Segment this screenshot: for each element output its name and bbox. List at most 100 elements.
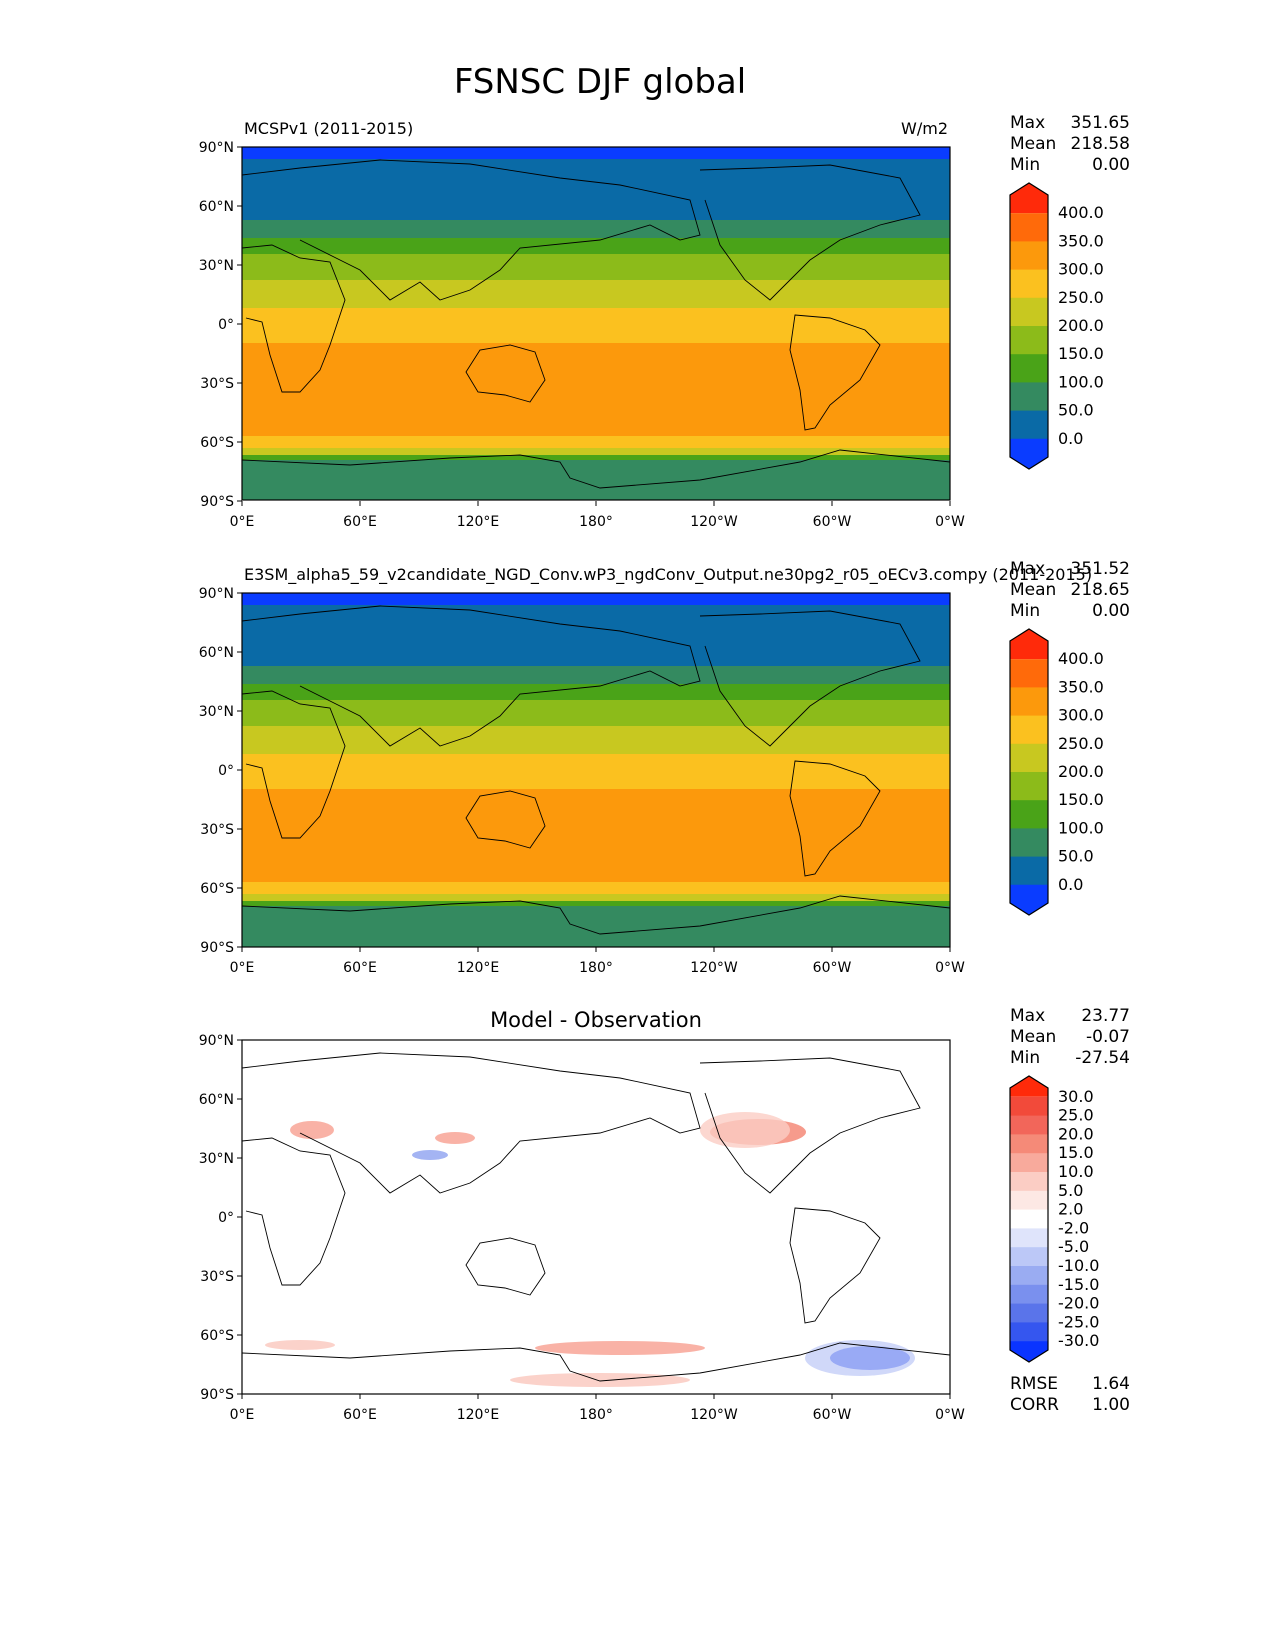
lat-tick-label: 90°N	[199, 586, 234, 602]
colorbar-label: -20.0	[1058, 1294, 1099, 1313]
colorbar-label: 50.0	[1058, 847, 1094, 866]
colorbar-label: 350.0	[1058, 677, 1104, 696]
colorbar-outline	[1009, 1075, 1049, 1363]
band-southern-olive	[242, 894, 950, 902]
stat-value: 351.52	[1071, 559, 1130, 579]
colorbar-swatch	[1010, 269, 1048, 299]
coast-eurasia	[242, 159, 701, 301]
lon-tick-label: 60°W	[813, 960, 852, 976]
colorbar-swatch	[1010, 1209, 1048, 1229]
colorbar-label: 250.0	[1058, 734, 1104, 753]
colorbar-outline	[1009, 182, 1049, 470]
lon-tick-label: 180°	[579, 960, 613, 976]
colorbar-swatch	[1010, 1172, 1048, 1192]
stat-value: 0.00	[1092, 601, 1130, 621]
diff-blob-northamerica-light	[700, 1112, 790, 1148]
band-highlat	[242, 604, 950, 666]
colorbar-swatch	[1010, 1096, 1048, 1117]
colorbar-swatch	[1010, 1115, 1048, 1135]
bottom-stats-diff: RMSE 1.64 CORR 1.00	[1010, 1374, 1130, 1415]
colorbar-label: 300.0	[1058, 706, 1104, 725]
colorbar-swatch	[1010, 687, 1048, 717]
diff-blob-asia-blue	[412, 1150, 448, 1160]
lat-tick-label: 60°N	[199, 645, 234, 661]
panel-reference: MCSPv1 (2011-2015) W/m2 90°N 60°N 30°N 0° 30…	[199, 113, 1130, 530]
colorbar-label: -25.0	[1058, 1312, 1099, 1331]
lon-tick-label: 0°W	[935, 1407, 965, 1423]
colorbar-label: -15.0	[1058, 1275, 1099, 1294]
colorbar-label: 0.0	[1058, 875, 1083, 894]
band-olive	[242, 278, 950, 308]
lon-tick-label: 0°E	[230, 514, 255, 530]
colorbar-swatch	[1010, 1284, 1048, 1305]
lat-tick-label: 60°S	[200, 435, 234, 451]
stat-label: Min	[1010, 1048, 1040, 1068]
band-southern-yellow	[242, 436, 950, 450]
colorbar-label: -2.0	[1058, 1218, 1089, 1237]
colorbar-label: 100.0	[1058, 818, 1104, 837]
colorbar-label: 400.0	[1058, 203, 1104, 222]
band-yellow	[242, 305, 950, 343]
band-yellow	[242, 751, 950, 789]
stat-label: Max	[1010, 559, 1045, 579]
lon-tick-label: 60°W	[813, 1407, 852, 1423]
lon-tick-label: 0°E	[230, 1407, 255, 1423]
lat-tick-label: 90°S	[200, 494, 234, 510]
colorbar-swatch	[1010, 382, 1048, 412]
lon-tick-label: 0°W	[935, 514, 965, 530]
lon-tick-label: 180°	[579, 514, 613, 530]
lon-tick-label: 60°W	[813, 514, 852, 530]
colorbar-swatch	[1010, 326, 1048, 355]
colorbar-label: 2.0	[1058, 1200, 1083, 1219]
colorbar-label: 400.0	[1058, 649, 1104, 668]
coast-australia	[465, 344, 546, 403]
coast-australia	[465, 790, 546, 849]
coast-antarctica	[242, 449, 950, 489]
lon-tick-label: 120°E	[457, 1407, 500, 1423]
colorbar-label: 0.0	[1058, 429, 1083, 448]
coast-eurasia	[242, 1052, 701, 1194]
diff-background	[242, 1040, 950, 1394]
diff-blob-antarctic-red2	[510, 1373, 690, 1387]
lat-tick-label: 60°N	[199, 199, 234, 215]
band-antarctic-edge	[242, 460, 950, 500]
left-title-test: E3SM_alpha5_59_v2candidate_NGD_Conv.wP3_…	[244, 565, 1092, 585]
colorbar-swatch	[1010, 659, 1048, 688]
lon-tick-label: 120°W	[690, 960, 738, 976]
coast-south-america	[789, 314, 881, 431]
colorbar-outline	[1009, 628, 1049, 916]
lon-tick-label: 60°E	[343, 1407, 377, 1423]
lat-ticks-test: 90°N 60°N 30°N 0° 30°S 60°S 90°S	[199, 586, 242, 956]
colorbar-label: 15.0	[1058, 1143, 1094, 1162]
stat-value: 23.77	[1081, 1006, 1130, 1026]
coast-antarctica	[242, 1342, 950, 1382]
stat-value: 218.58	[1071, 134, 1130, 154]
colorbar-label: 200.0	[1058, 762, 1104, 781]
diff-blob-europe	[290, 1121, 334, 1139]
colorbar-swatch	[1010, 743, 1048, 773]
colorbar-label: 20.0	[1058, 1124, 1094, 1143]
lat-tick-label: 30°S	[200, 822, 234, 838]
coast-africa	[242, 1137, 346, 1286]
lat-tick-label: 30°S	[200, 1269, 234, 1285]
coast-north-america	[699, 1057, 921, 1194]
stat-value: 0.00	[1092, 155, 1130, 175]
colorbar-swatch	[1010, 800, 1048, 829]
colorbar-label: 30.0	[1058, 1087, 1094, 1106]
lat-tick-label: 90°N	[199, 140, 234, 156]
lat-tick-label: 0°	[218, 1210, 234, 1226]
band-midlat	[242, 218, 950, 238]
diff-blob-southocean-red	[265, 1340, 335, 1350]
colorbar-swatch	[1010, 629, 1048, 660]
diff-blob-asia-red	[435, 1132, 475, 1144]
coastlines	[242, 159, 950, 489]
colorbar-label: -5.0	[1058, 1237, 1089, 1256]
colorbar-swatch	[1010, 856, 1048, 886]
colorbar-label: 150.0	[1058, 790, 1104, 809]
stats-reference: Max 351.65 Mean 218.58 Min 0.00	[1010, 113, 1130, 175]
colorbar-label: 150.0	[1058, 344, 1104, 363]
coastlines	[242, 1052, 950, 1382]
colorbar-swatch	[1010, 1341, 1048, 1362]
band-southern-green	[242, 455, 950, 461]
